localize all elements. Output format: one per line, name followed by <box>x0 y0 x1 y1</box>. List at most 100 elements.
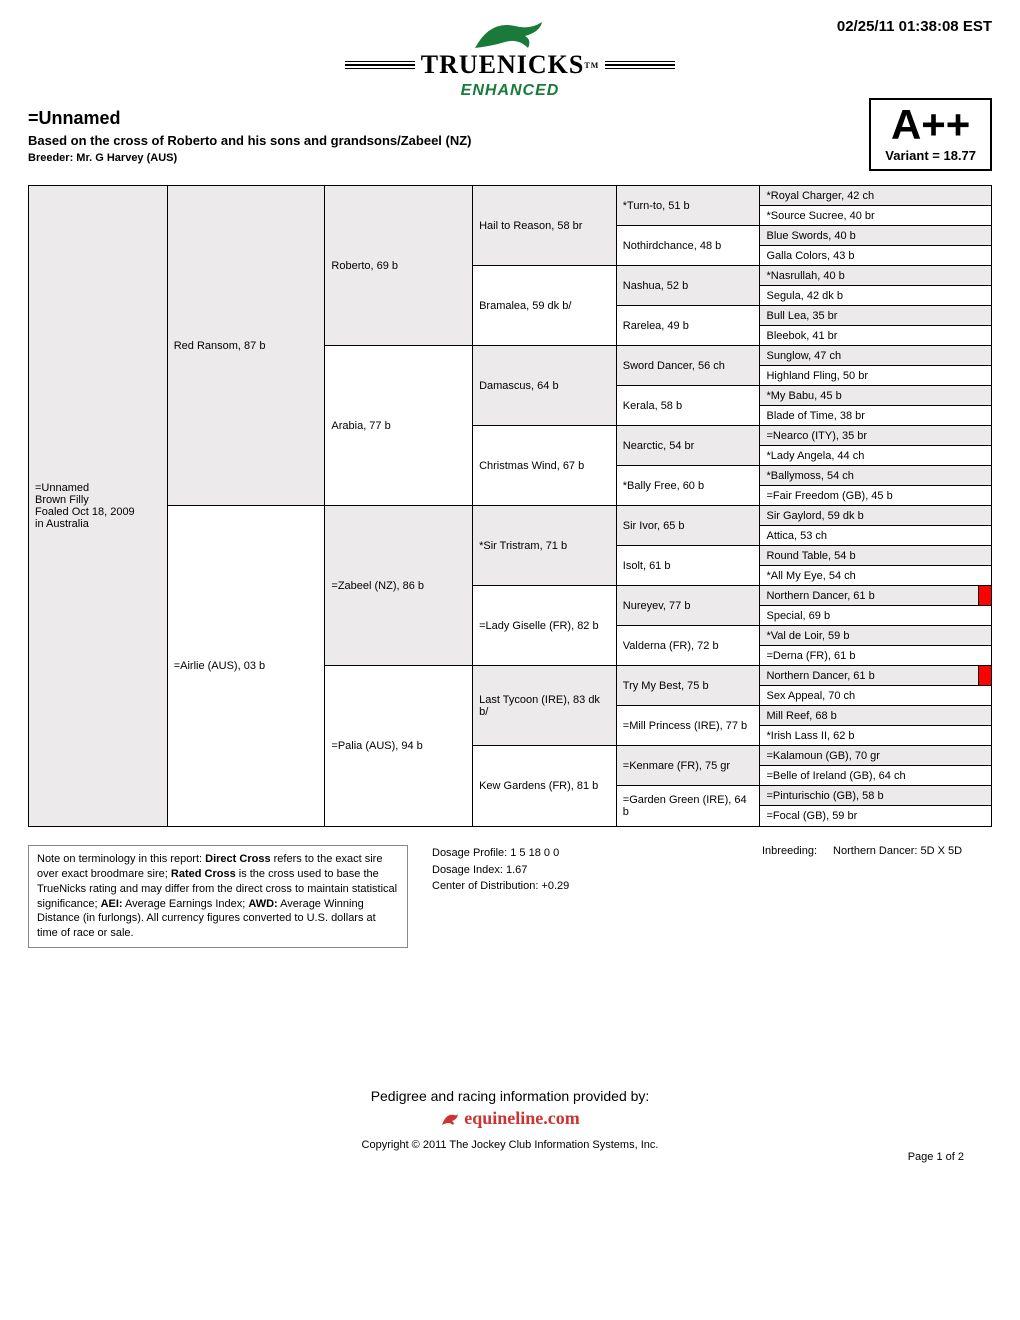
gen1-cell: Red Ransom, 87 b <box>167 186 325 506</box>
gen5-cell: Special, 69 b <box>759 606 991 626</box>
gen5-cell: Segula, 42 dk b <box>759 286 991 306</box>
gen4-cell: Nureyev, 77 b <box>616 586 760 626</box>
terminology-note: Note on terminology in this report: Dire… <box>28 845 408 948</box>
logo-lines-right <box>605 61 675 70</box>
gen2-cell: Roberto, 69 b <box>324 186 472 346</box>
header-left: =Unnamed Based on the cross of Roberto a… <box>28 108 472 164</box>
pedigree-col-gen1: Red Ransom, 87 b =Airlie (AUS), 03 b <box>167 186 325 826</box>
gen5-cell: *Irish Lass II, 62 b <box>759 726 991 746</box>
pedigree-table: =Unnamed Brown Filly Foaled Oct 18, 2009… <box>28 185 992 827</box>
pedigree-col-gen4: *Turn-to, 51 bNothirdchance, 48 bNashua,… <box>616 186 760 826</box>
gen5-cell: Highland Fling, 50 br <box>759 366 991 386</box>
gen5-cell: *Source Sucree, 40 br <box>759 206 991 226</box>
gen4-cell: =Garden Green (IRE), 64 b <box>616 786 760 826</box>
gen2-cell: =Zabeel (NZ), 86 b <box>324 506 472 666</box>
topbar: 02/25/11 01:38:08 EST TRUENICKSTM ENHANC… <box>28 18 992 100</box>
gen4-cell: Try My Best, 75 b <box>616 666 760 706</box>
gen5-cell: =Belle of Ireland (GB), 64 ch <box>759 766 991 786</box>
gen5-cell: *Ballymoss, 54 ch <box>759 466 991 486</box>
pedigree-col-gen2: Roberto, 69 b Arabia, 77 b =Zabeel (NZ),… <box>324 186 472 826</box>
gen4-cell: =Mill Princess (IRE), 77 b <box>616 706 760 746</box>
gen4-cell: Kerala, 58 b <box>616 386 760 426</box>
gen5-cell: Sunglow, 47 ch <box>759 346 991 366</box>
timestamp: 02/25/11 01:38:08 EST <box>837 18 992 35</box>
provider-logo: equineline.com <box>28 1108 992 1129</box>
gen5-cell: *Royal Charger, 42 ch <box>759 186 991 206</box>
rating-box: A++ Variant = 18.77 <box>869 98 992 171</box>
gen4-cell: Nothirdchance, 48 b <box>616 226 760 266</box>
gen1-cell: =Airlie (AUS), 03 b <box>167 506 325 826</box>
cross-line: Based on the cross of Roberto and his so… <box>28 133 472 148</box>
gen3-cell: =Lady Giselle (FR), 82 b <box>472 586 616 666</box>
gen5-cell: =Focal (GB), 59 br <box>759 806 991 826</box>
gen5-cell: =Pinturischio (GB), 58 b <box>759 786 991 806</box>
gen3-cell: Hail to Reason, 58 br <box>472 186 616 266</box>
subject-color: Brown Filly <box>35 494 135 506</box>
gen5-cell: *Nasrullah, 40 b <box>759 266 991 286</box>
logo-main: TRUENICKSTM <box>380 50 640 80</box>
logo: TRUENICKSTM ENHANCED <box>380 18 640 100</box>
gen5-cell: Attica, 53 ch <box>759 526 991 546</box>
gen4-cell: Nearctic, 54 br <box>616 426 760 466</box>
gen5-cell: =Fair Freedom (GB), 45 b <box>759 486 991 506</box>
gen5-cell: Mill Reef, 68 b <box>759 706 991 726</box>
dosage-profile: Dosage Profile: 1 5 18 0 0 <box>432 845 738 862</box>
gen3-cell: Bramalea, 59 dk b/ <box>472 266 616 346</box>
gen5-cell: =Nearco (ITY), 35 br <box>759 426 991 446</box>
gen5-cell: *Lady Angela, 44 ch <box>759 446 991 466</box>
gen5-cell: Northern Dancer, 61 b <box>759 666 991 686</box>
horse-icon <box>380 18 640 52</box>
gen4-cell: *Bally Free, 60 b <box>616 466 760 506</box>
gen5-cell: Round Table, 54 b <box>759 546 991 566</box>
gen4-cell: Isolt, 61 b <box>616 546 760 586</box>
horse-name: =Unnamed <box>28 108 472 129</box>
gen5-cell: Galla Colors, 43 b <box>759 246 991 266</box>
gen5-cell: Sex Appeal, 70 ch <box>759 686 991 706</box>
gen5-cell: =Kalamoun (GB), 70 gr <box>759 746 991 766</box>
gen4-cell: Sir Ivor, 65 b <box>616 506 760 546</box>
gen4-cell: Valderna (FR), 72 b <box>616 626 760 666</box>
gen5-cell: Blade of Time, 38 br <box>759 406 991 426</box>
rating-grade: A++ <box>885 104 976 146</box>
provider-line: Pedigree and racing information provided… <box>28 1088 992 1104</box>
gen4-cell: Sword Dancer, 56 ch <box>616 346 760 386</box>
pedigree-col-gen5: *Royal Charger, 42 ch*Source Sucree, 40 … <box>759 186 991 826</box>
center-dist: Center of Distribution: +0.29 <box>432 878 738 895</box>
subject-foaled: Foaled Oct 18, 2009 <box>35 506 135 518</box>
gen3-cell: Christmas Wind, 67 b <box>472 426 616 506</box>
footer-row: Copyright © 2011 The Jockey Club Informa… <box>28 1139 992 1151</box>
pedigree-col-subject: =Unnamed Brown Filly Foaled Oct 18, 2009… <box>29 186 167 826</box>
gen5-cell: Blue Swords, 40 b <box>759 226 991 246</box>
gen4-cell: =Kenmare (FR), 75 gr <box>616 746 760 786</box>
gen5-cell: *All My Eye, 54 ch <box>759 566 991 586</box>
logo-sub: ENHANCED <box>380 82 640 100</box>
pedigree-col-gen3: Hail to Reason, 58 br Bramalea, 59 dk b/… <box>472 186 616 826</box>
breeder: Breeder: Mr. G Harvey (AUS) <box>28 152 472 164</box>
subject-country: in Australia <box>35 518 135 530</box>
inbreeding-label: Inbreeding: <box>762 845 817 857</box>
inbreeding-value: Northern Dancer: 5D X 5D <box>833 845 962 857</box>
gen3-cell: Kew Gardens (FR), 81 b <box>472 746 616 826</box>
gen5-cell: Sir Gaylord, 59 dk b <box>759 506 991 526</box>
notes-row: Note on terminology in this report: Dire… <box>28 845 992 948</box>
dosage-index: Dosage Index: 1.67 <box>432 862 738 879</box>
gen5-cell: *My Babu, 45 b <box>759 386 991 406</box>
gen4-cell: *Turn-to, 51 b <box>616 186 760 226</box>
gen5-cell: *Val de Loir, 59 b <box>759 626 991 646</box>
gen4-cell: Nashua, 52 b <box>616 266 760 306</box>
inbreeding-block: Inbreeding: Northern Dancer: 5D X 5D <box>762 845 992 948</box>
rating-variant: Variant = 18.77 <box>885 148 976 163</box>
logo-lines-left <box>345 61 415 70</box>
gen2-cell: Arabia, 77 b <box>324 346 472 506</box>
gen3-cell: *Sir Tristram, 71 b <box>472 506 616 586</box>
gen3-cell: Damascus, 64 b <box>472 346 616 426</box>
header-row: =Unnamed Based on the cross of Roberto a… <box>28 108 992 171</box>
subject-cell: =Unnamed Brown Filly Foaled Oct 18, 2009… <box>29 186 167 826</box>
gen3-cell: Last Tycoon (IRE), 83 dk b/ <box>472 666 616 746</box>
copyright: Copyright © 2011 The Jockey Club Informa… <box>28 1139 992 1151</box>
provider-block: Pedigree and racing information provided… <box>28 1088 992 1129</box>
gen5-cell: =Derna (FR), 61 b <box>759 646 991 666</box>
subject-name: =Unnamed <box>35 482 135 494</box>
gen5-cell: Bleebok, 41 br <box>759 326 991 346</box>
gen4-cell: Rarelea, 49 b <box>616 306 760 346</box>
